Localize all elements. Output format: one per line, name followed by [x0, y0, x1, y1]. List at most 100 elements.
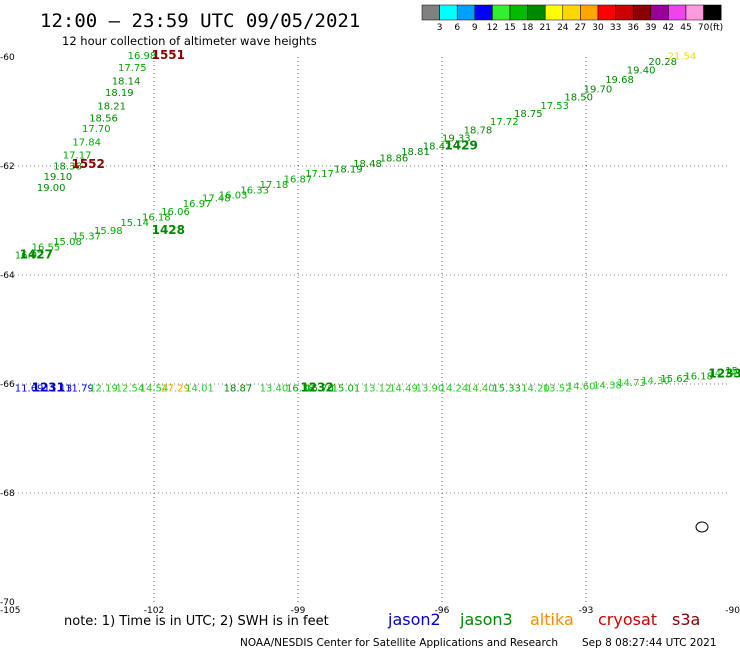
wave-height-label: 16.38 [286, 384, 315, 395]
time-label: 1429 [444, 139, 477, 153]
wave-height-label: 16.18 [684, 372, 713, 383]
wave-height-label: 15.08 [53, 237, 82, 248]
colorbar-tick-label: 39 [645, 23, 657, 33]
wave-height-label: 18.86 [380, 154, 409, 165]
wave-height-label: 16.03 [219, 191, 248, 202]
wave-height-label: 17.72 [490, 117, 519, 128]
colorbar-tick-label: 45 [680, 23, 691, 33]
wave-height-label: 27.29 [161, 384, 190, 395]
wave-height-label: 14.38 [593, 380, 622, 391]
credit-line: NOAA/NESDIS Center for Satellite Applica… [240, 637, 558, 649]
wave-height-label: 19.10 [44, 172, 73, 183]
wave-height-label: 14.20 [521, 384, 550, 395]
x-tick-label: -105 [0, 606, 20, 616]
chart-title: 12:00 – 23:59 UTC 09/05/2021 [40, 10, 360, 32]
wave-height-label: 17.17 [63, 150, 92, 161]
time-label: 1551 [152, 48, 185, 62]
wave-height-label: 17.17 [305, 169, 334, 180]
wave-height-label: 16.18 [142, 213, 171, 224]
colorbar-swatch [615, 4, 634, 21]
colorbar-swatch [562, 4, 581, 21]
wave-height-label: 19.00 [37, 183, 66, 194]
colorbar-tick-label: 33 [610, 23, 621, 33]
colorbar-swatch [456, 4, 476, 21]
footnote: note: 1) Time is in UTC; 2) SWH is in fe… [64, 614, 329, 629]
y-tick-label: -64 [0, 271, 15, 281]
wave-height-label: 14.01 [185, 384, 214, 395]
colorbar-tick-label: 15 [504, 23, 515, 33]
x-tick-label: -93 [579, 606, 594, 616]
wave-height-label: 14.30 [641, 376, 670, 387]
island-outline [695, 521, 709, 533]
legend-jason3: jason3 [459, 610, 513, 629]
colorbar-swatch [421, 4, 440, 21]
satellite-legend: jason2 jason3 altika cryosat s3a [387, 610, 700, 629]
colorbar-swatch [597, 4, 616, 21]
time-label: 1231 [32, 381, 65, 395]
wave-height-label: 17.53 [540, 101, 569, 112]
colorbar-swatch [650, 4, 669, 21]
y-tick-label: -62 [0, 162, 15, 172]
colorbar-tick-label: 30 [592, 23, 604, 33]
legend-altika: altika [530, 610, 574, 629]
colorbar-tick-label: 42 [663, 23, 674, 33]
plot-area: -105 -102 -99 -96 -93 -90 -60 -62 -64 -66 -68 -70 1… [0, 48, 740, 616]
wave-height-label: 15.93 [725, 366, 740, 377]
colorbar-swatch [527, 4, 546, 21]
wave-height-label: 17.70 [82, 124, 111, 135]
colorbar-tick-label: 18 [522, 23, 534, 33]
colorbar-tick-label: 27 [575, 23, 586, 33]
colorbar-tick-label: 9 [472, 23, 478, 33]
wave-height-label: 19.68 [605, 75, 634, 86]
wave-height-label: 18.81 [401, 147, 430, 158]
wave-height-label: 14.14 [708, 368, 737, 379]
wave-height-label: 13.52 [543, 384, 572, 395]
wave-height-label: 12.19 [89, 384, 118, 395]
wave-height-label: 14.24 [440, 384, 469, 395]
colorbar-swatch [580, 4, 599, 21]
time-label: 1428 [152, 223, 185, 237]
y-tick-label: -66 [0, 380, 15, 390]
colorbar-swatch [685, 4, 704, 21]
colorbar-swatch [439, 4, 458, 21]
legend-jason2: jason2 [387, 610, 441, 629]
colorbar-swatch [544, 4, 564, 21]
colorbar-swatch [668, 4, 687, 21]
wave-height-label: 15.62 [660, 374, 689, 385]
wave-height-label: 16.92 [15, 251, 44, 262]
wave-height-label: 18.14 [112, 76, 141, 87]
time-label: 1427 [20, 248, 53, 262]
colorbar-swatch [509, 4, 528, 21]
wave-height-label: 11.79 [65, 384, 94, 395]
x-tick-label: -90 [725, 606, 740, 616]
colorbar-legend: 3 6 9 12 15 18 21 24 27 30 33 36 39 42 45 70 (ft) [421, 4, 724, 33]
time-label: 1552 [71, 157, 104, 171]
wave-height-label: 16.33 [240, 185, 269, 196]
wave-height-label: 14.60 [567, 381, 596, 392]
wave-height-label: 19.70 [584, 84, 613, 95]
wave-height-label: 14.73 [617, 378, 646, 389]
wave-height-label: 18.78 [464, 125, 493, 136]
wave-height-label: 15.01 [332, 384, 361, 395]
wave-height-label: 13.40 [260, 384, 289, 395]
colorbar-tick-label: 70 [698, 23, 710, 33]
y-tick-label: -68 [0, 489, 15, 499]
wave-height-label: 14.40 [466, 384, 495, 395]
colorbar-swatch [474, 4, 493, 21]
wave-height-label: 18.56 [89, 113, 118, 124]
wave-height-label: 11.69 [15, 384, 44, 395]
legend-s3a: s3a [672, 610, 700, 629]
wave-height-label: 19.33 [442, 133, 471, 144]
wave-height-label: 18.48 [353, 159, 382, 170]
wave-height-label: 14.49 [389, 384, 418, 395]
wave-height-label: 18.50 [564, 93, 593, 104]
wave-height-label: 16.55 [32, 242, 61, 253]
colorbar-unit: (ft) [710, 23, 724, 33]
legend-cryosat: cryosat [598, 610, 657, 629]
axis-tick-labels: -105 -102 -99 -96 -93 -90 -60 -62 -64 -66 -68 -70 [0, 53, 740, 616]
wave-height-label: 15.33 [492, 384, 521, 395]
colorbar-tick-label: 3 [437, 23, 443, 33]
x-tick-label: -96 [435, 606, 450, 616]
wave-height-label: 21.54 [668, 52, 697, 63]
